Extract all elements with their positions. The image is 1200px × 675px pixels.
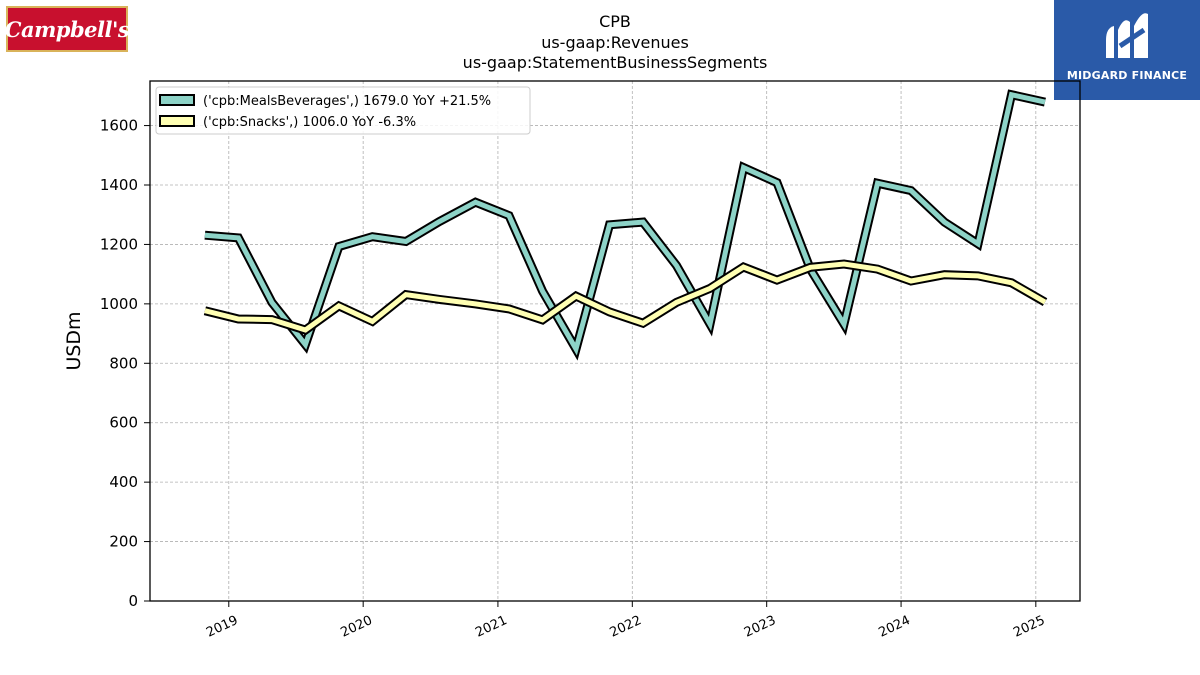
- legend-swatch: [159, 94, 195, 106]
- chart-title: CPB us-gaap:Revenues us-gaap:StatementBu…: [463, 12, 768, 72]
- x-tick-label: 2025: [1011, 613, 1047, 641]
- y-tick-label: 1000: [100, 295, 138, 313]
- x-tick-label: 2019: [204, 613, 240, 641]
- chart-title-line-3: us-gaap:StatementBusinessSegments: [463, 53, 768, 72]
- midgard-logo-mark-icon: [1106, 13, 1148, 58]
- y-axis-label: USDm: [63, 311, 85, 370]
- series-line-1: [204, 261, 1047, 333]
- chart-title-line-2: us-gaap:Revenues: [541, 33, 689, 52]
- y-axis: 0 200 400 600 800 1000 1200 1400 1600: [100, 117, 150, 610]
- campbells-logo: Campbell's: [4, 6, 130, 52]
- x-tick-label: 2023: [742, 613, 778, 641]
- legend-swatch: [159, 115, 195, 127]
- y-tick-label: 1200: [100, 235, 138, 253]
- chart-grid: [150, 81, 1080, 602]
- campbells-logo-text: Campbell's: [4, 16, 130, 42]
- legend-entry-label: ('cpb:MealsBeverages',) 1679.0 YoY +21.5…: [203, 94, 491, 109]
- chart-title-line-1: CPB: [599, 12, 631, 31]
- series-line-0: [204, 91, 1046, 356]
- y-tick-label: 200: [109, 533, 138, 551]
- y-tick-label: 800: [109, 354, 138, 372]
- x-tick-label: 2021: [473, 613, 509, 641]
- legend: ('cpb:MealsBeverages',) 1679.0 YoY +21.5…: [155, 86, 531, 135]
- x-tick-label: 2022: [608, 613, 644, 641]
- plot-frame: [149, 80, 1081, 602]
- series-layer: [203, 89, 1048, 361]
- x-tick-label: 2020: [339, 613, 375, 641]
- legend-box: [155, 86, 531, 135]
- midgard-logo-text: MIDGARD FINANCE: [1066, 69, 1188, 82]
- y-tick-label: 1600: [100, 117, 138, 135]
- y-tick-label: 600: [109, 414, 138, 432]
- y-tick-label: 400: [109, 473, 138, 491]
- x-tick-label: 2024: [876, 613, 912, 641]
- midgard-finance-logo: MIDGARD FINANCE: [1054, 0, 1200, 100]
- legend-entry-label: ('cpb:Snacks',) 1006.0 YoY -6.3%: [203, 115, 416, 130]
- y-tick-label: 0: [128, 592, 138, 610]
- x-axis: 2019 2020 2021 2022 2023 2024 2025: [204, 601, 1048, 641]
- y-tick-label: 1400: [100, 176, 138, 194]
